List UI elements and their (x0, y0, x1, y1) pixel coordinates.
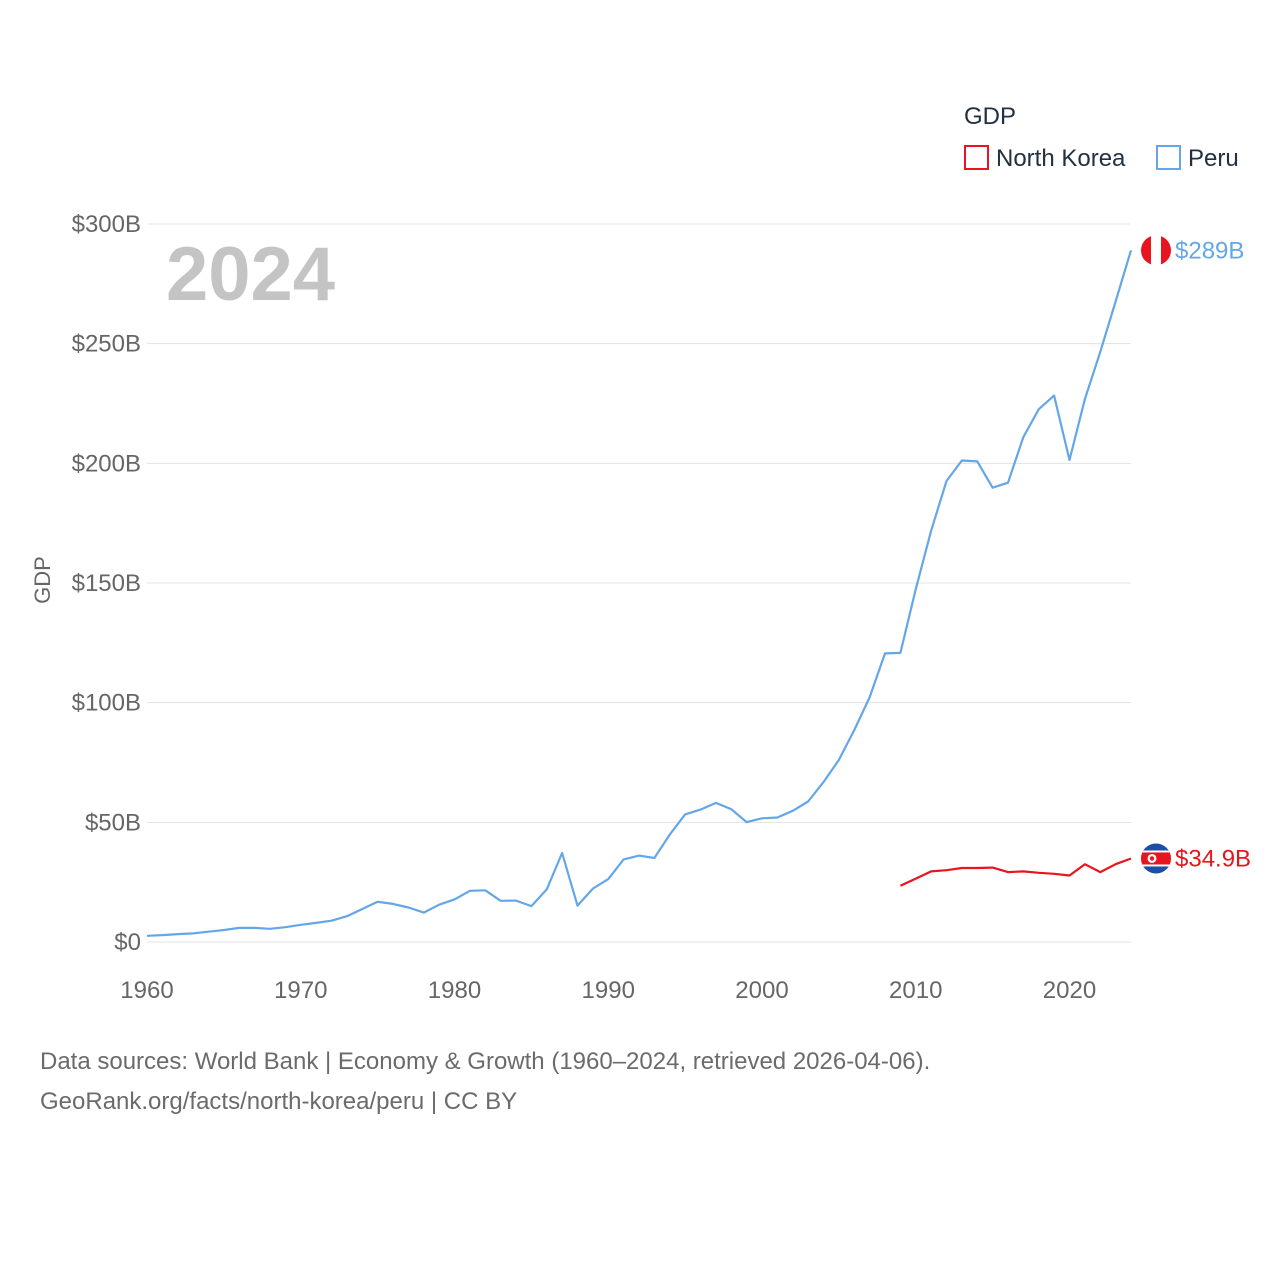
x-tick-label: 2020 (1043, 977, 1096, 1004)
x-tick-label: 2010 (889, 977, 942, 1004)
north-korea-flag-icon (1141, 843, 1171, 874)
y-tick-label: $0 (114, 929, 141, 956)
y-tick-label: $200B (72, 450, 141, 477)
legend: GDP North Korea Peru (964, 103, 1239, 172)
legend-label-north-korea[interactable]: North Korea (996, 145, 1126, 172)
x-tick-label: 1990 (582, 977, 635, 1004)
legend-swatch-peru[interactable] (1156, 145, 1181, 170)
series-line-north-korea (899, 857, 1132, 887)
peru-end-marker: $289B (1141, 235, 1244, 266)
y-tick-label: $100B (72, 690, 141, 717)
peru-end-value-label: $289B (1175, 237, 1244, 264)
y-axis-ticks: $0 $50B $100B $150B $200B $250B $300B (72, 211, 141, 956)
y-tick-label: $300B (72, 211, 141, 238)
x-tick-label: 1970 (274, 977, 327, 1004)
north-korea-end-marker: $34.9B (1141, 843, 1251, 874)
legend-title: GDP (964, 103, 1016, 130)
x-tick-label: 1960 (120, 977, 173, 1004)
series-lines (146, 249, 1133, 937)
peru-flag-icon (1141, 235, 1171, 266)
y-tick-label: $250B (72, 331, 141, 358)
x-tick-label: 2000 (735, 977, 788, 1004)
legend-label-peru[interactable]: Peru (1188, 145, 1239, 172)
gdp-line-chart: $0 $50B $100B $150B $200B $250B $300B 1960 1970… (30, 103, 1251, 1004)
data-sources-text: Data sources: World Bank | Economy & Gro… (40, 1048, 931, 1075)
series-line-peru (146, 249, 1133, 937)
footer: Data sources: World Bank | Economy & Gro… (40, 1042, 930, 1122)
y-axis-label: GDP (30, 556, 55, 604)
current-year-label: 2024 (166, 232, 335, 317)
y-tick-label: $50B (85, 809, 141, 836)
x-axis-ticks: 1960 1970 1980 1990 2000 2010 2020 (120, 977, 1096, 1004)
north-korea-end-value-label: $34.9B (1175, 845, 1251, 872)
legend-swatch-north-korea[interactable] (964, 145, 989, 170)
source-link-text[interactable]: GeoRank.org/facts/north-korea/peru | CC … (40, 1088, 518, 1115)
y-tick-label: $150B (72, 570, 141, 597)
x-tick-label: 1980 (428, 977, 481, 1004)
grid-lines (147, 223, 1131, 943)
